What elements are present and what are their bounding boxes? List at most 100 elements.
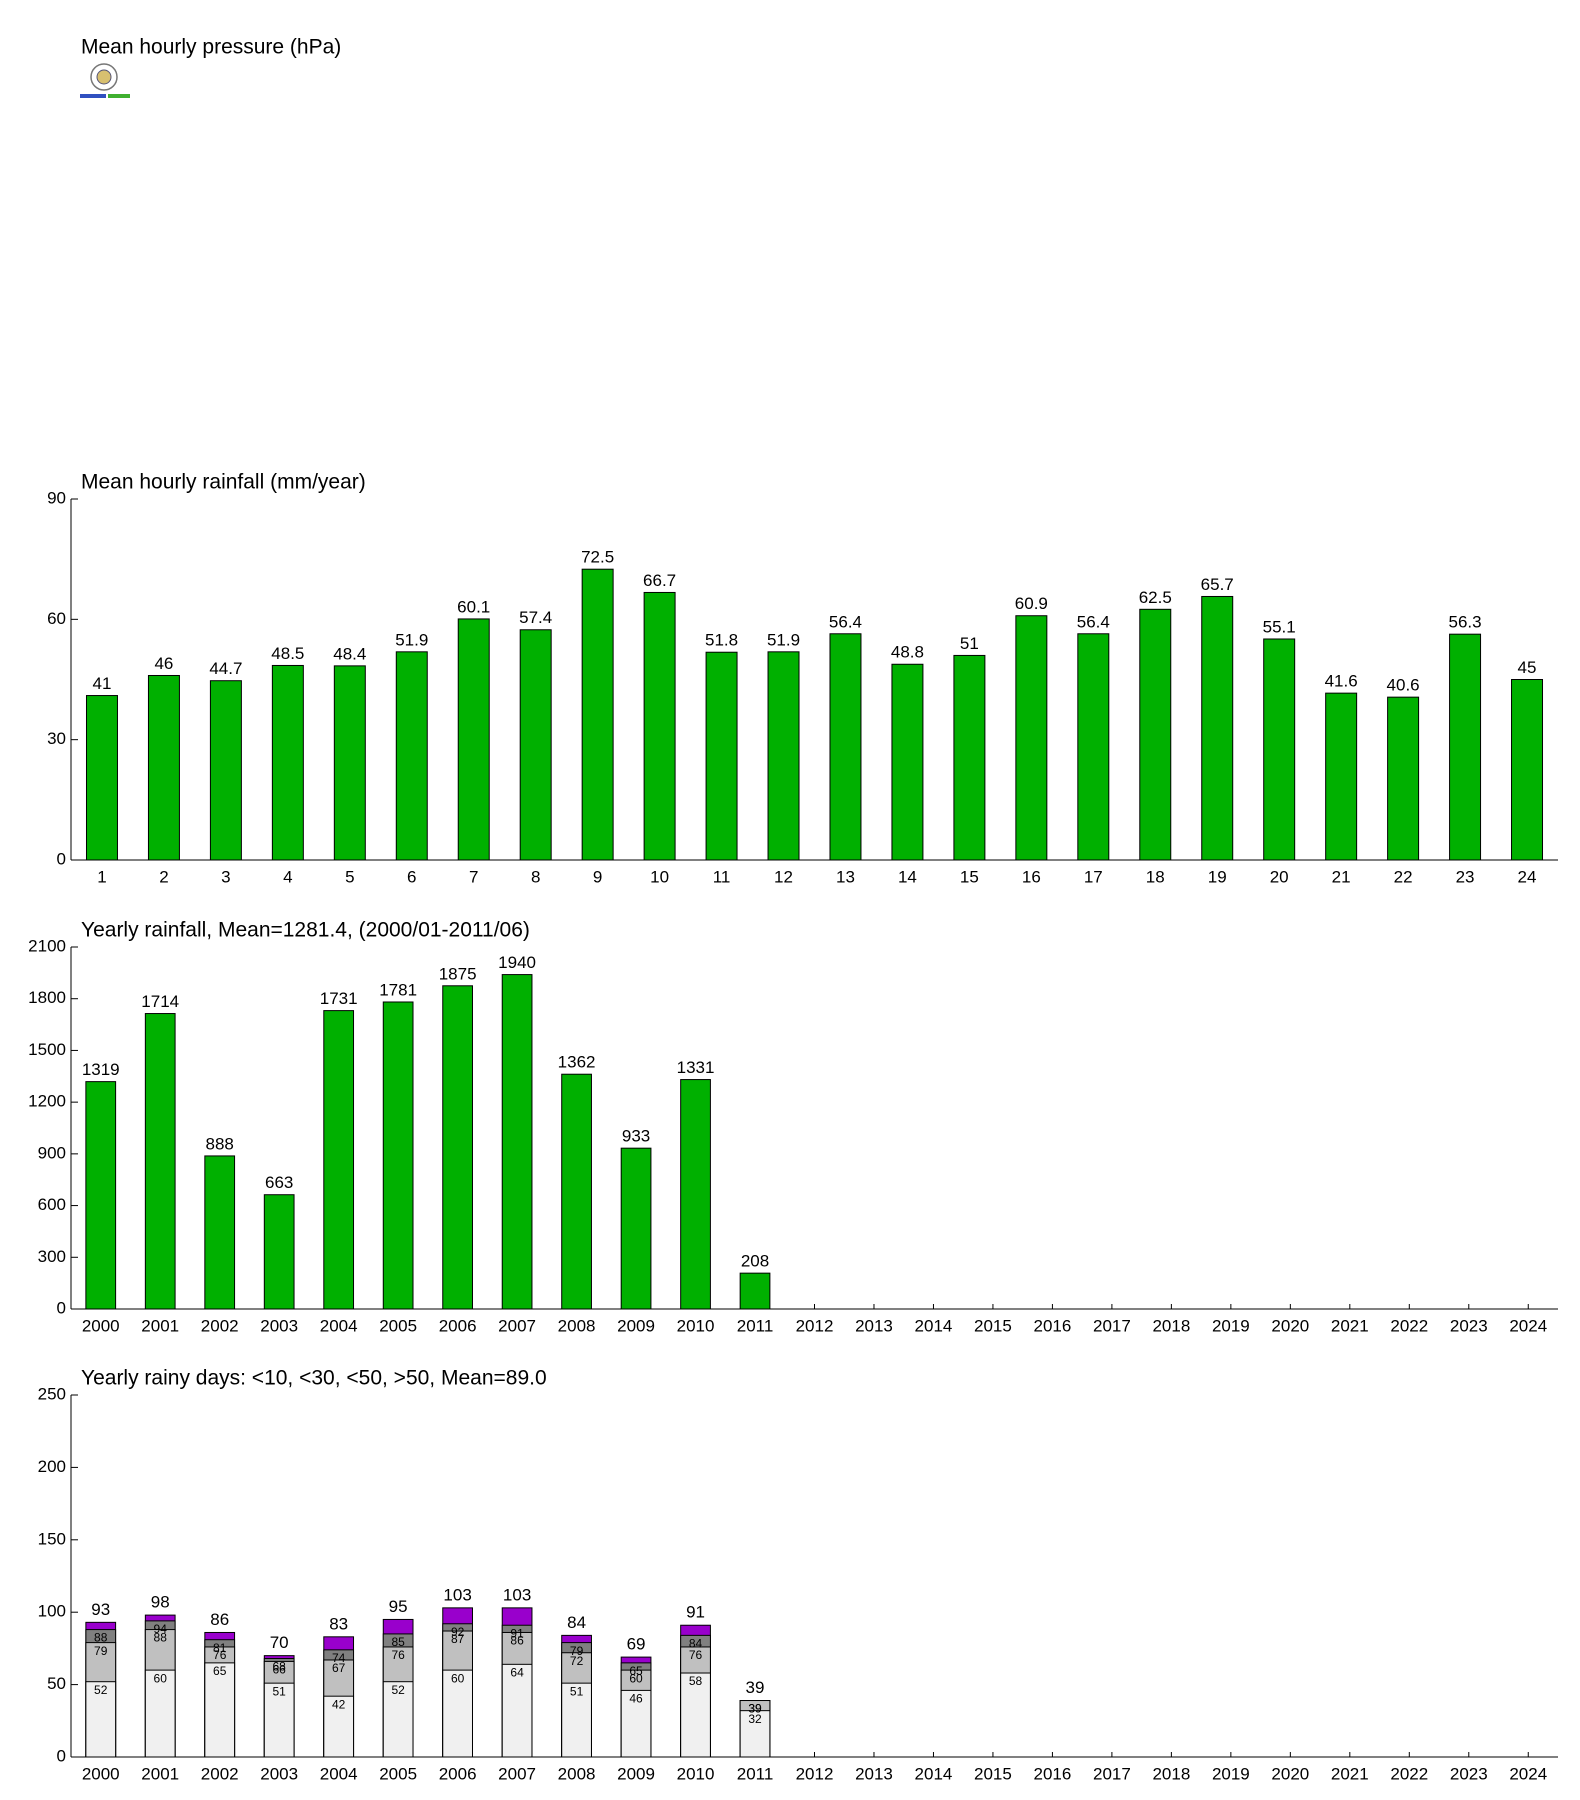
bar: [1201, 595, 1234, 861]
x-tick-label: 2021: [1331, 1316, 1369, 1335]
bar: [705, 651, 738, 861]
bar: [891, 663, 924, 861]
value-label: 62.5: [1139, 588, 1172, 607]
bar: [1449, 633, 1482, 861]
value-label: 39: [748, 1702, 762, 1716]
x-tick-label: 2006: [439, 1764, 477, 1783]
chart-title: Yearly rainfall, Mean=1281.4, (2000/01-2…: [81, 919, 530, 942]
x-tick-label: 2022: [1390, 1764, 1428, 1783]
value-label: 51: [273, 1684, 287, 1698]
value-label: 86: [210, 1610, 229, 1629]
bar: [323, 1695, 355, 1758]
value-label: 1319: [82, 1060, 120, 1079]
x-tick-label: 2017: [1093, 1764, 1131, 1783]
value-label: 46: [629, 1692, 643, 1706]
value-label: 45: [1518, 658, 1537, 677]
x-tick-label: 2004: [320, 1316, 358, 1335]
x-tick-label: 2002: [201, 1764, 239, 1783]
x-tick-label: 21: [1332, 867, 1351, 886]
bar: [739, 1710, 771, 1758]
x-tick-label: 2021: [1331, 1764, 1369, 1783]
x-tick-label: 2006: [439, 1316, 477, 1335]
value-label: 60: [629, 1671, 643, 1685]
x-tick-label: 2024: [1509, 1316, 1547, 1335]
value-label: 56.3: [1449, 613, 1482, 632]
bar: [263, 1682, 295, 1758]
value-label: 103: [443, 1585, 471, 1604]
value-label: 76: [391, 1648, 405, 1662]
value-label: 60.9: [1015, 594, 1048, 613]
value-label: 91: [510, 1626, 524, 1640]
value-label: 83: [329, 1614, 348, 1633]
y-tick-label: 90: [47, 488, 66, 507]
bar: [680, 1079, 711, 1310]
x-tick-label: 2005: [379, 1764, 417, 1783]
value-label: 1731: [320, 989, 358, 1008]
x-tick-label: 2007: [498, 1764, 536, 1783]
x-tick-label: 2024: [1509, 1764, 1547, 1783]
x-tick-label: 8: [531, 867, 540, 886]
bar: [680, 1672, 711, 1758]
x-tick-label: 4: [283, 867, 292, 886]
x-tick-label: 2014: [915, 1764, 953, 1783]
x-tick-label: 2009: [617, 1316, 655, 1335]
bar: [739, 1272, 771, 1310]
bar: [620, 1689, 652, 1758]
chart-title: Mean hourly pressure (hPa): [81, 36, 341, 59]
bar: [1325, 692, 1358, 861]
x-tick-label: 2013: [855, 1316, 893, 1335]
value-label: 84: [567, 1613, 586, 1632]
y-tick-label: 1500: [28, 1040, 66, 1059]
value-label: 39: [748, 1702, 762, 1716]
bar: [1511, 679, 1544, 861]
value-label: 92: [451, 1625, 465, 1639]
bar: [581, 568, 614, 861]
x-tick-label: 2003: [260, 1316, 298, 1335]
x-tick-label: 2005: [379, 1316, 417, 1335]
value-label: 66: [273, 1663, 287, 1677]
bar: [144, 1669, 176, 1758]
y-tick-label: 1200: [28, 1092, 66, 1111]
x-tick-label: 2001: [141, 1764, 179, 1783]
x-tick-label: 2: [159, 867, 168, 886]
x-tick-label: 2020: [1271, 1764, 1309, 1783]
bar: [457, 618, 490, 861]
x-tick-label: 2002: [201, 1316, 239, 1335]
bar: [1139, 608, 1172, 861]
x-tick-label: 17: [1084, 867, 1103, 886]
x-tick-label: 11: [713, 867, 731, 886]
value-label: 76: [689, 1648, 703, 1662]
value-label: 70: [270, 1633, 289, 1652]
x-tick-label: 2019: [1212, 1764, 1250, 1783]
y-tick-label: 150: [38, 1529, 66, 1548]
bar: [382, 1001, 414, 1310]
x-tick-label: 2012: [796, 1316, 834, 1335]
value-label: 67: [332, 1661, 346, 1675]
value-label: 103: [503, 1585, 531, 1604]
bar: [1387, 696, 1420, 861]
x-tick-label: 2015: [974, 1316, 1012, 1335]
bar: [1015, 615, 1048, 861]
y-tick-label: 60: [47, 609, 66, 628]
value-label: 41.6: [1325, 672, 1358, 691]
chart-title: Yearly rainy days: <10, <30, <50, >50, M…: [81, 1367, 547, 1390]
x-tick-label: 2000: [82, 1764, 120, 1783]
value-label: 51: [960, 634, 979, 653]
value-label: 88: [154, 1631, 168, 1645]
y-tick-label: 250: [38, 1384, 66, 1403]
value-label: 95: [389, 1597, 408, 1616]
y-tick-label: 600: [38, 1195, 66, 1214]
value-label: 60.1: [457, 597, 490, 616]
value-label: 52: [94, 1683, 108, 1697]
bar: [323, 1010, 355, 1310]
x-tick-label: 6: [407, 867, 416, 886]
value-label: 39: [746, 1678, 765, 1697]
value-label: 60: [451, 1671, 465, 1685]
value-label: 65.7: [1201, 575, 1234, 594]
x-tick-label: 2015: [974, 1764, 1012, 1783]
bar: [147, 674, 180, 861]
x-tick-label: 18: [1146, 867, 1165, 886]
x-tick-label: 19: [1208, 867, 1227, 886]
value-label: 69: [627, 1635, 646, 1654]
